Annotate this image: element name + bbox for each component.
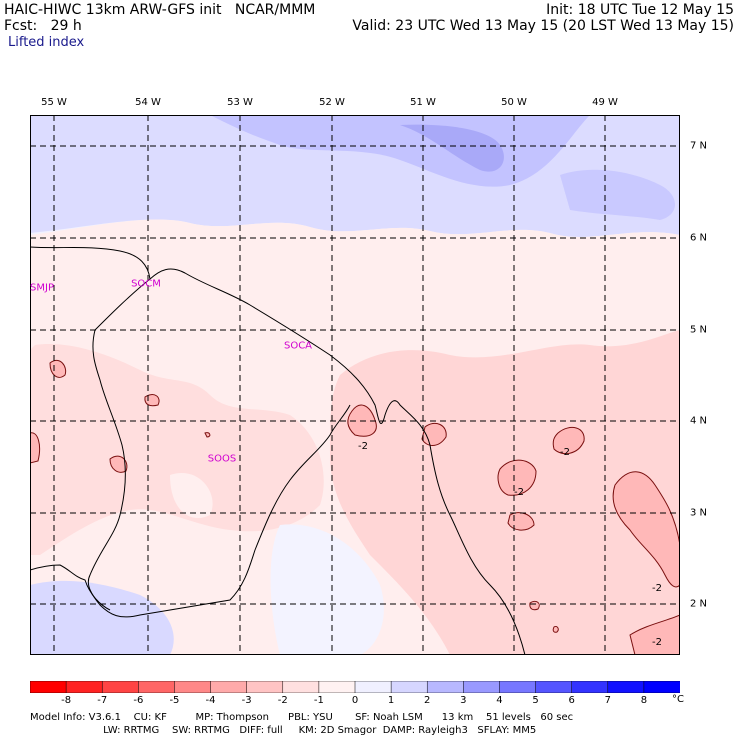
contour-cell	[629, 614, 680, 655]
model-title: HAIC-HIWC 13km ARW-GFS init NCAR/MMM	[4, 2, 316, 18]
contour-label: -2	[358, 441, 368, 452]
color-scale-bar	[30, 681, 680, 693]
contour-cell	[497, 459, 537, 496]
lifted-index-map: -2 -2 -2 -2 -2 -2	[30, 115, 680, 655]
lat-label-7n: 7 N	[690, 140, 708, 152]
color-scale-tick-label: 3	[460, 695, 467, 706]
contour-cell	[109, 455, 128, 473]
contour-cell	[612, 471, 680, 588]
color-scale-tick-label: 6	[568, 695, 575, 706]
coastline	[149, 268, 526, 655]
lon-label-51w: 51 W	[410, 97, 436, 108]
neutral-patch-west	[170, 473, 213, 519]
lat-label-4n: 4 N	[690, 415, 708, 427]
stable-region-southwest	[30, 580, 174, 655]
contour-cell	[30, 432, 41, 464]
forecast-hour: Fcst: 29 h	[4, 18, 82, 34]
valid-time: Valid: 23 UTC Wed 13 May 15 (20 LST Wed …	[352, 18, 734, 34]
color-scale-unit: °C	[672, 694, 684, 705]
contour-label: -2	[514, 487, 524, 498]
station-label-socm: SOCM	[131, 278, 161, 290]
color-scale-tick-label: -3	[241, 695, 252, 706]
color-scale-cell	[318, 681, 356, 693]
color-scale-cell	[246, 681, 284, 693]
unstable-region-west	[30, 344, 324, 555]
color-scale-tick-label: 8	[640, 695, 648, 706]
lon-label-54w: 54 W	[135, 97, 161, 108]
model-info-line1: Model Info: V3.6.1 CU: KF MP: Thompson P…	[30, 712, 574, 723]
color-scale-tick-label: 0	[351, 695, 359, 706]
color-scale-tick-label: -8	[61, 695, 72, 706]
color-scale-cell	[535, 681, 573, 693]
color-scale-cell	[571, 681, 609, 693]
lon-label-49w: 49 W	[592, 97, 618, 108]
contour-cell	[552, 426, 585, 455]
color-scale-tick-label: -2	[277, 695, 288, 706]
color-scale-cell	[210, 681, 248, 693]
color-scale-cell	[390, 681, 428, 693]
border-line-southwest	[30, 564, 111, 611]
color-scale-cell	[499, 681, 537, 693]
lat-label-3n: 3 N	[690, 507, 708, 519]
contour-label: -2	[652, 583, 662, 594]
map-frame	[30, 115, 680, 655]
color-scale-cell	[463, 681, 500, 693]
init-time: Init: 18 UTC Tue 12 May 15	[546, 2, 734, 18]
color-scale-tick-label: 4	[496, 695, 503, 706]
contour-label: -2	[652, 637, 662, 648]
color-scale-tick-label: 5	[532, 695, 539, 706]
color-scale-tick-label: -1	[313, 695, 324, 706]
color-scale-cell	[643, 681, 680, 693]
contour-cell	[552, 626, 559, 633]
contour-cell	[144, 394, 160, 407]
color-scale-tick-label: 2	[424, 695, 431, 706]
model-info-line2: LW: RRTMG SW: RRTMG DIFF: full KM: 2D Sm…	[30, 725, 537, 736]
lon-label-52w: 52 W	[319, 97, 345, 108]
lat-label-2n: 2 N	[690, 598, 708, 610]
station-label-soca: SOCA	[283, 340, 313, 352]
contour-cell	[204, 432, 211, 438]
contour-cell	[529, 600, 540, 611]
station-label-smjp: SMJP	[30, 282, 54, 294]
contour-cell	[49, 359, 67, 378]
color-scale-tick-label: -6	[133, 695, 144, 706]
lon-label-50w: 50 W	[501, 97, 527, 108]
color-scale-cell	[607, 681, 645, 693]
contour-label: -2	[560, 447, 570, 458]
lon-label-53w: 53 W	[227, 97, 253, 108]
stable-east	[560, 169, 675, 220]
field-name: Lifted index	[8, 35, 85, 50]
color-scale-tick-label: -7	[97, 695, 108, 706]
border-line	[87, 278, 351, 618]
color-scale-cell	[65, 681, 103, 693]
color-scale-cell	[101, 681, 139, 693]
color-scale-cell	[30, 681, 67, 693]
color-scale-tick-label: 1	[387, 695, 395, 706]
color-scale-cell	[138, 681, 175, 693]
color-scale-tick-label: 7	[604, 695, 611, 706]
lat-label-6n: 6 N	[690, 232, 708, 244]
color-scale-cell	[426, 681, 464, 693]
color-scale-cell	[174, 681, 212, 693]
stable-max-north	[400, 124, 504, 172]
color-scale-cell	[354, 681, 392, 693]
lon-label-55w: 55 W	[41, 97, 67, 108]
color-scale-cell	[282, 681, 320, 693]
lat-label-5n: 5 N	[690, 324, 708, 336]
station-label-soos: SOOS	[207, 453, 237, 465]
stable-patch-south	[270, 524, 384, 655]
color-scale-tick-label: -4	[205, 695, 216, 706]
color-scale-tick-label: -5	[169, 695, 180, 706]
